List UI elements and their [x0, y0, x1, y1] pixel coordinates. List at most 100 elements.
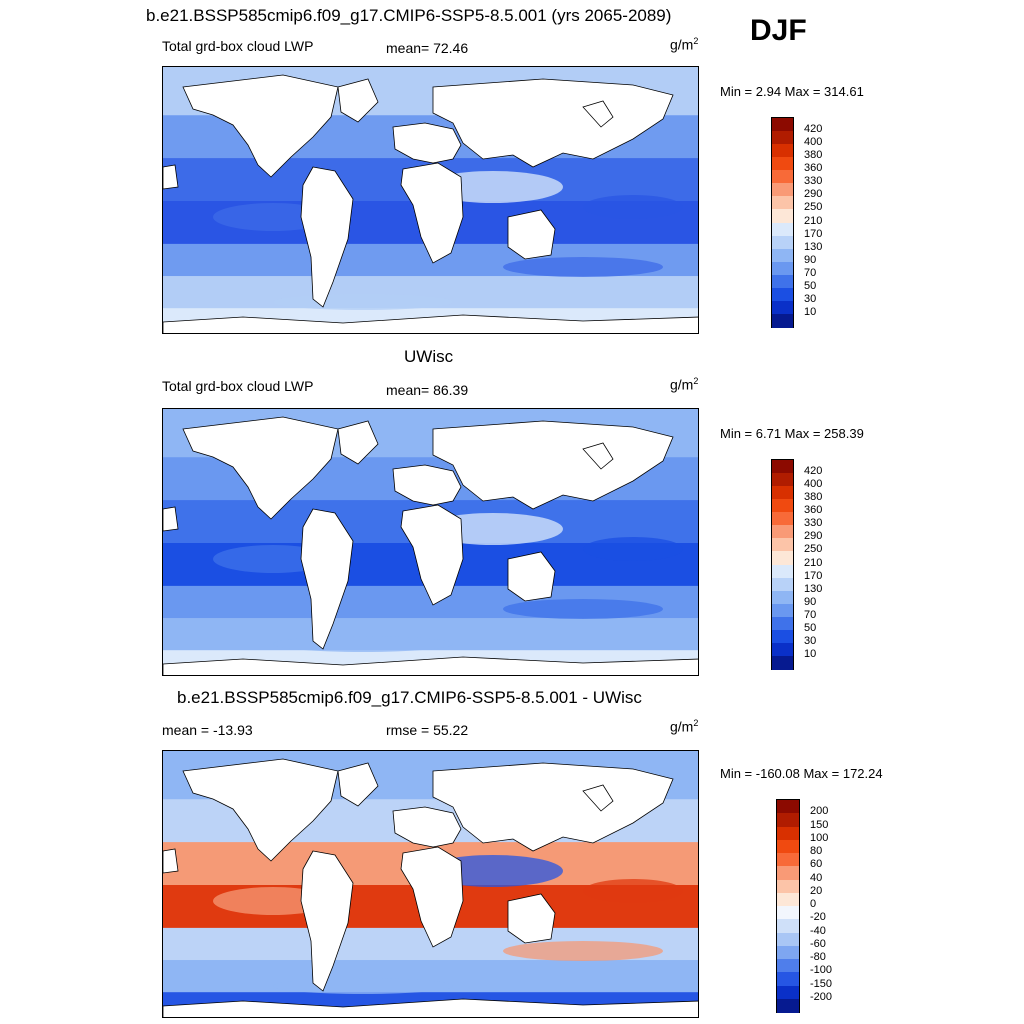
colorbar-tick-label: -100: [810, 964, 833, 977]
colorbar-swatch: [772, 131, 793, 145]
continent-landmass: [432, 78, 674, 168]
colorbar-swatch: [777, 972, 799, 986]
colorbar-tick-label: 70: [804, 608, 817, 621]
colorbar-swatch: [772, 144, 793, 158]
colorbar-swatch: [772, 222, 793, 237]
colorbar-tick-label: -200: [810, 990, 833, 1003]
colorbar-swatch: [772, 287, 793, 302]
panel-2-colorbar: [771, 459, 794, 670]
colorbar-tick-label: 250: [804, 201, 823, 214]
colorbar-swatch: [772, 603, 793, 618]
colorbar-tick-label: 50: [804, 621, 817, 634]
colorbar-tick-label: 80: [810, 845, 823, 857]
colorbar-swatch: [777, 998, 799, 1013]
continent-landmass: [163, 164, 179, 190]
ocean-field-feature: [503, 599, 663, 619]
colorbar-swatch: [772, 300, 793, 315]
continent-landmass: [337, 420, 379, 465]
colorbar-swatch: [772, 170, 793, 184]
colorbar-tick-label: 400: [804, 478, 823, 491]
colorbar-swatch: [772, 196, 793, 210]
continent-landmass: [507, 209, 556, 260]
continent-landmass: [337, 762, 379, 807]
ocean-field-feature: [503, 941, 663, 961]
colorbar-swatch: [772, 274, 793, 289]
colorbar-swatch: [772, 157, 793, 171]
panel-2-map: [162, 408, 699, 676]
season-label: DJF: [750, 14, 807, 47]
ocean-field-feature: [583, 879, 683, 903]
continent-landmass: [300, 508, 354, 650]
antarctica-landmass: [163, 656, 698, 675]
ocean-field-feature: [273, 636, 453, 652]
continent-landmass: [392, 806, 462, 848]
colorbar-swatch: [777, 866, 799, 880]
colorbar-swatch: [772, 248, 793, 263]
colorbar-swatch: [772, 655, 793, 670]
panel-3-rmse: rmse = 55.22: [386, 722, 469, 738]
colorbar-tick-label: 30: [804, 292, 817, 305]
colorbar-swatch: [772, 313, 793, 328]
colorbar-tick-label: 380: [804, 491, 823, 504]
colorbar-tick-label: 200: [810, 805, 829, 818]
colorbar-tick-label: 330: [804, 517, 823, 530]
continent-landmass: [163, 848, 179, 874]
continent-landmass: [392, 464, 462, 506]
ocean-field-feature: [583, 195, 683, 219]
colorbar-swatch: [777, 813, 799, 827]
panel-2-minmax: Min = 6.71 Max = 258.39: [720, 426, 864, 441]
colorbar-swatch: [777, 985, 799, 1000]
colorbar-swatch: [772, 577, 793, 592]
colorbar-swatch: [777, 959, 799, 973]
colorbar-tick-label: 380: [804, 149, 823, 162]
panel-1-colorbar: [771, 117, 794, 328]
colorbar-tick-label: 400: [804, 136, 823, 149]
colorbar-swatch: [772, 590, 793, 605]
antarctica-landmass: [163, 998, 698, 1017]
colorbar-swatch: [777, 879, 799, 894]
colorbar-tick-label: 150: [810, 818, 829, 831]
continent-landmass: [400, 504, 464, 606]
panel-2-title: UWisc: [404, 347, 454, 366]
colorbar-swatch: [772, 261, 793, 276]
colorbar-tick-label: 0: [810, 898, 817, 910]
colorbar-tick-label: -20: [810, 911, 826, 924]
colorbar-swatch: [772, 235, 793, 250]
ocean-field-feature: [273, 294, 453, 310]
panel-3-colorbar: [776, 799, 800, 1013]
continent-landmass: [507, 893, 556, 944]
panel-1-map-svg: [163, 67, 698, 333]
colorbar-tick-label: 360: [804, 504, 823, 517]
panel-1-title: b.e21.BSSP585cmip6.f09_g17.CMIP6-SSP5-8.…: [146, 6, 672, 25]
colorbar-swatch: [777, 892, 799, 907]
colorbar-tick-label: 10: [804, 305, 817, 318]
colorbar-swatch: [772, 551, 793, 565]
colorbar-swatch: [772, 538, 793, 552]
colorbar-tick-label: 130: [804, 240, 823, 253]
colorbar-tick-label: -150: [810, 977, 833, 990]
colorbar-tick-label: 100: [810, 831, 829, 844]
colorbar-swatch: [772, 525, 793, 539]
colorbar-swatch: [772, 473, 793, 487]
continent-landmass: [163, 506, 179, 532]
continent-landmass: [392, 122, 462, 164]
colorbar-tick-label: 40: [810, 871, 823, 884]
colorbar-tick-label: 30: [804, 634, 817, 647]
colorbar-swatch: [772, 512, 793, 526]
panel-3-minmax: Min = -160.08 Max = 172.24: [720, 766, 883, 781]
colorbar-tick-label: 210: [804, 214, 823, 227]
colorbar-tick-label: -40: [810, 924, 826, 937]
colorbar-tick-label: 420: [804, 123, 823, 136]
colorbar-swatch: [777, 826, 799, 841]
continent-landmass: [432, 420, 674, 510]
colorbar-tick-label: 10: [804, 647, 817, 660]
colorbar-tick-label: 60: [810, 858, 823, 871]
panel-2-mean: mean= 86.39: [386, 382, 469, 398]
colorbar-swatch: [772, 209, 793, 223]
continent-landmass: [507, 551, 556, 602]
colorbar-tick-label: 170: [804, 569, 823, 582]
colorbar-swatch: [777, 906, 799, 920]
colorbar-tick-label: 420: [804, 465, 823, 478]
colorbar-tick-label: -80: [810, 951, 826, 963]
panel-1-units: g/m2: [670, 36, 699, 53]
